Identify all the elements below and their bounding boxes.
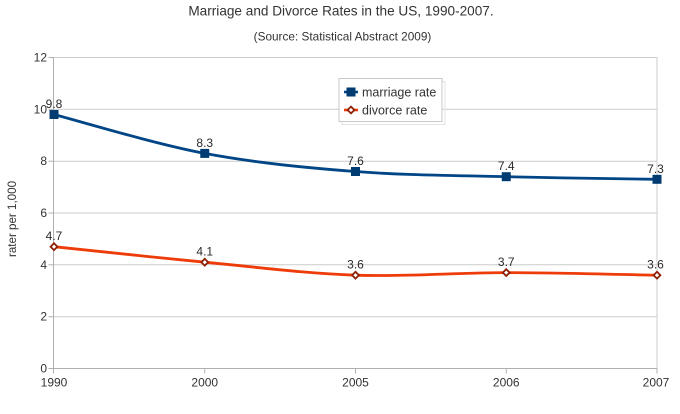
- svg-text:marriage rate: marriage rate: [362, 86, 436, 100]
- svg-text:7.3: 7.3: [647, 162, 664, 176]
- svg-text:3.7: 3.7: [498, 255, 515, 269]
- svg-text:2000: 2000: [191, 376, 218, 390]
- svg-text:4: 4: [40, 258, 47, 272]
- svg-text:Marriage and Divorce Rates in: Marriage and Divorce Rates in the US, 19…: [188, 3, 493, 18]
- svg-text:7.6: 7.6: [347, 154, 364, 168]
- svg-text:(Source: Statistical Abstract: (Source: Statistical Abstract 2009): [254, 30, 432, 44]
- svg-text:6: 6: [40, 206, 47, 220]
- svg-text:2007: 2007: [643, 376, 670, 390]
- svg-text:rater per 1,000: rater per 1,000: [6, 181, 19, 257]
- svg-text:divorce rate: divorce rate: [362, 104, 427, 118]
- svg-text:10: 10: [34, 102, 48, 116]
- svg-text:0: 0: [40, 362, 47, 376]
- svg-text:2: 2: [40, 310, 47, 324]
- svg-text:2006: 2006: [493, 376, 520, 390]
- svg-text:9.8: 9.8: [46, 97, 63, 111]
- svg-text:4.7: 4.7: [46, 229, 63, 243]
- svg-text:4.1: 4.1: [196, 245, 213, 259]
- svg-text:3.6: 3.6: [347, 258, 364, 272]
- svg-text:8: 8: [40, 154, 47, 168]
- svg-text:1990: 1990: [41, 376, 68, 390]
- svg-text:7.4: 7.4: [498, 159, 515, 173]
- svg-text:3.6: 3.6: [647, 258, 664, 272]
- svg-text:8.3: 8.3: [196, 136, 213, 150]
- svg-text:2005: 2005: [342, 376, 369, 390]
- svg-text:12: 12: [34, 51, 48, 65]
